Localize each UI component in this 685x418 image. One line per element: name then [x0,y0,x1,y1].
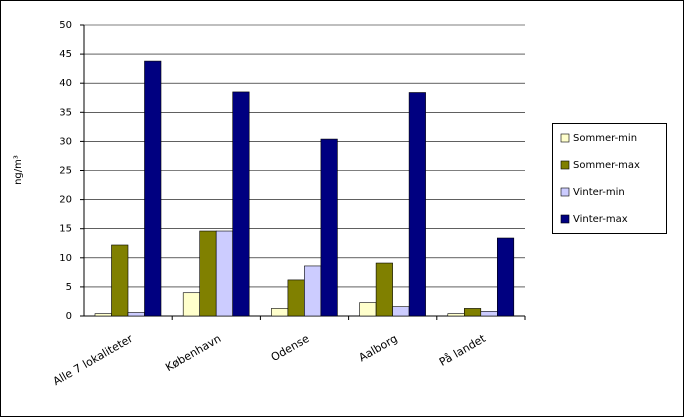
bar [496,237,515,317]
y-tick-label: 15 [59,224,72,235]
y-tick-label: 10 [59,253,72,264]
bar [304,265,322,317]
legend-label: Vinter-max [573,214,628,225]
bar [182,292,200,317]
legend-swatch [560,187,570,197]
y-tick-label: 5 [66,282,72,293]
legend [552,123,667,234]
bar [392,306,410,317]
legend-swatch [560,133,570,143]
bar [447,313,465,317]
legend-label: Sommer-max [573,160,640,171]
bar [232,91,250,317]
bar [287,279,305,317]
legend-label: Sommer-min [573,133,637,144]
bar [111,244,129,317]
bar [127,312,145,317]
bar [271,308,289,317]
y-tick-label: 35 [59,107,72,118]
bar [408,92,426,317]
y-tick-label: 25 [59,166,72,177]
bar [215,230,233,317]
bar [199,230,217,317]
y-tick-label: 0 [66,311,72,322]
bar [463,308,482,317]
y-tick-label: 45 [59,49,72,60]
legend-swatch [560,214,570,224]
legend-label: Vinter-min [573,187,625,198]
bar [359,302,377,317]
y-tick-label: 30 [59,136,72,147]
bar [375,262,393,317]
y-tick-label: 50 [59,20,72,31]
bar [94,313,112,317]
bar [144,60,162,317]
bar [320,138,338,317]
legend-swatch [560,160,570,170]
y-tick-label: 40 [59,78,72,89]
y-tick-label: 20 [59,195,72,206]
y-axis-label: ng/m³ [13,155,24,185]
bar [480,311,498,317]
